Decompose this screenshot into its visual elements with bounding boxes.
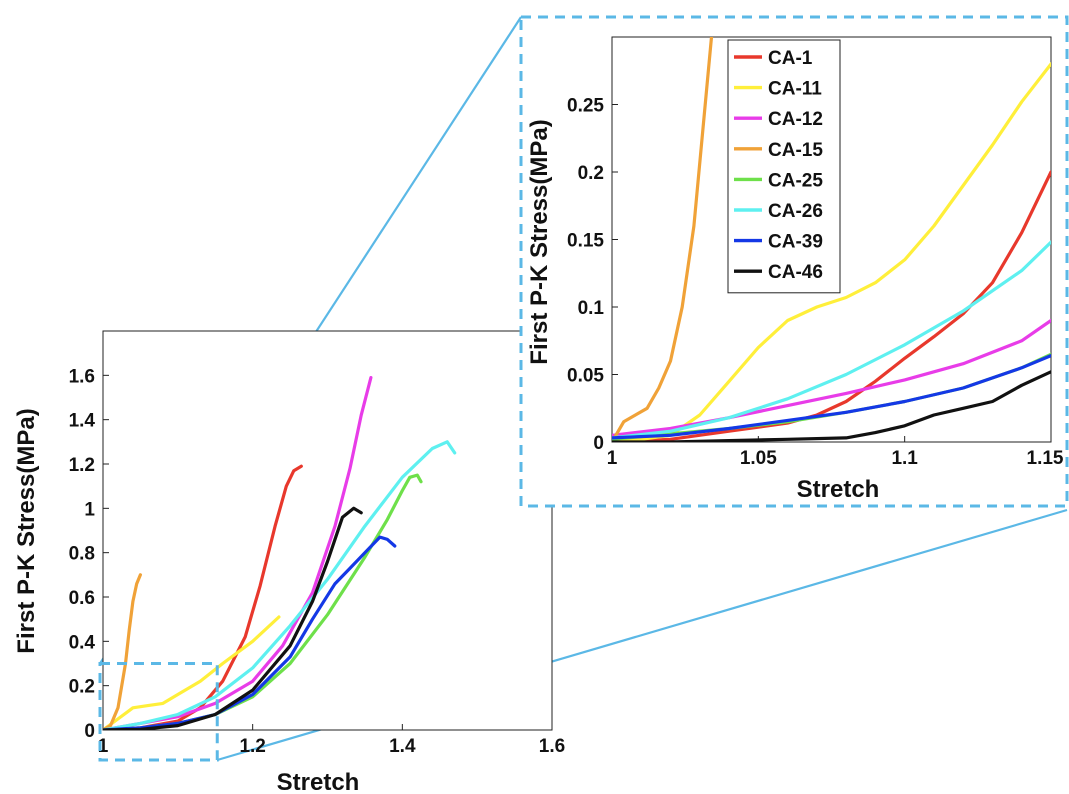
main-series-ca-46 [103, 506, 363, 730]
legend: CA-1 CA-11 CA-12 CA-15 CA-25 CA-26 CA-39 CA-46 [727, 39, 841, 294]
inset-x-tick-label: 1.1 [891, 448, 918, 469]
inset-series-ca-15 [612, 37, 714, 442]
main-y-tick-label: 0.6 [69, 588, 95, 609]
inset-y-axis-label: First P-K Stress(MPa) [526, 119, 553, 364]
main-series-ca-39 [103, 535, 397, 730]
main-y-axis-label: First P-K Stress(MPa) [13, 408, 40, 653]
main-plot-frame [102, 330, 553, 731]
main-y-tick-label: 1.4 [69, 411, 96, 432]
legend-label-ca-15: CA-15 [768, 140, 823, 161]
legend-label-ca-1: CA-1 [768, 48, 813, 69]
main-x-tick-label: 1 [98, 736, 109, 757]
main-x-tick-label: 1.6 [539, 736, 565, 757]
main-y-tick-label: 1.6 [69, 366, 95, 387]
inset-y-tick-label: 0 [593, 433, 604, 454]
main-series-ca-26 [103, 440, 457, 730]
inset-x-tick-label: 1.15 [1027, 448, 1064, 469]
legend-label-ca-46: CA-46 [768, 262, 823, 283]
inset-y-tick-label: 0.05 [567, 366, 604, 387]
main-y-tick-label: 0.2 [69, 677, 95, 698]
inset-series-ca-26 [612, 240, 1051, 440]
main-y-tick-label: 1.2 [69, 455, 95, 476]
inset-y-tick-label: 0.1 [578, 298, 605, 319]
legend-label-ca-26: CA-26 [768, 201, 823, 222]
inset-x-axis-label: Stretch [797, 476, 880, 503]
main-x-axis-label: Stretch [277, 769, 360, 794]
legend-label-ca-12: CA-12 [768, 109, 823, 130]
main-x-tick-label: 1.2 [239, 736, 265, 757]
inset-y-tick-label: 0.2 [578, 163, 604, 184]
main-series-ca-11 [103, 615, 281, 730]
main-axis-ticks: 1 1.2 1.4 1.6 0 0.2 0.4 0.6 0.8 1 1.2 1.4 1.6 [69, 366, 566, 757]
legend-box [727, 39, 841, 294]
inset-axis-ticks: 1 1.05 1.1 1.15 0 0.05 0.1 0.15 0.2 0.25 [567, 96, 1064, 470]
main-series-ca-15 [103, 573, 142, 730]
inset-x-tick-label: 1 [607, 448, 618, 469]
zoom-region-box [98, 662, 219, 762]
inset-x-tick-label: 1.05 [740, 448, 777, 469]
main-y-tick-label: 0.4 [69, 632, 96, 653]
main-x-tick-label: 1.4 [389, 736, 416, 757]
inset-series-lines [612, 37, 1051, 442]
inset-series-ca-1 [612, 170, 1051, 442]
legend-label-ca-25: CA-25 [768, 170, 823, 191]
inset-series-ca-12 [612, 318, 1051, 437]
inset-series-ca-39 [612, 354, 1051, 440]
main-y-tick-label: 1 [84, 499, 95, 520]
inset-y-tick-label: 0.15 [567, 231, 604, 252]
inset-y-tick-label: 0.25 [567, 96, 604, 117]
main-chart: 1 1.2 1.4 1.6 0 0.2 0.4 0.6 0.8 1 1.2 1.4 1.6 Stretc… [13, 330, 566, 794]
main-y-tick-label: 0.8 [69, 544, 95, 565]
inset-series-ca-46 [612, 370, 1051, 442]
legend-label-ca-11: CA-11 [768, 79, 822, 100]
legend-label-ca-39: CA-39 [768, 232, 823, 253]
main-y-tick-label: 0 [84, 721, 95, 742]
main-series-lines [103, 376, 457, 730]
